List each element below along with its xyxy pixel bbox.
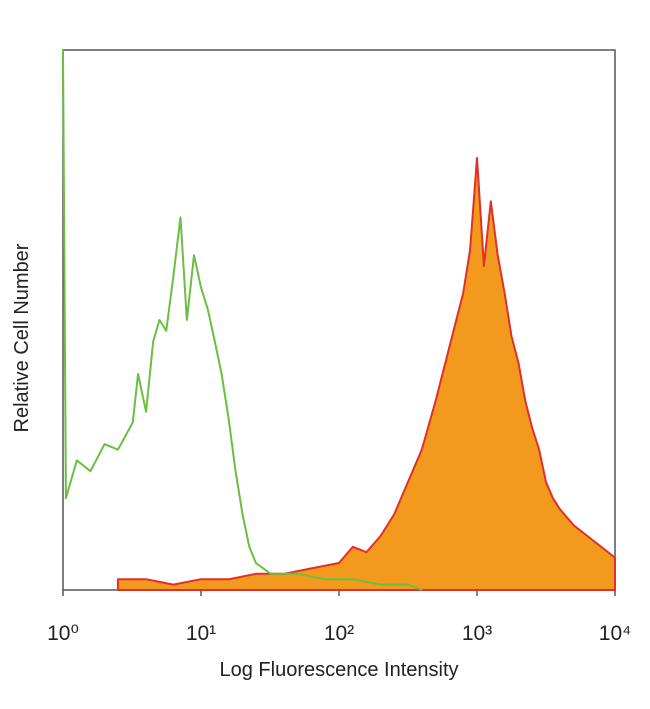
x-tick-label: 10³ xyxy=(462,622,492,645)
x-tick-label: 10¹ xyxy=(186,622,216,645)
x-tick-label: 10⁰ xyxy=(47,622,79,645)
x-axis-title: Log Fluorescence Intensity xyxy=(219,659,458,681)
x-tick-label: 10² xyxy=(324,622,354,645)
histogram-line xyxy=(62,49,423,591)
filled-histogram xyxy=(116,157,616,591)
x-tick-label: 10⁴ xyxy=(599,622,631,645)
y-axis-title: Relative Cell Number xyxy=(11,243,33,432)
